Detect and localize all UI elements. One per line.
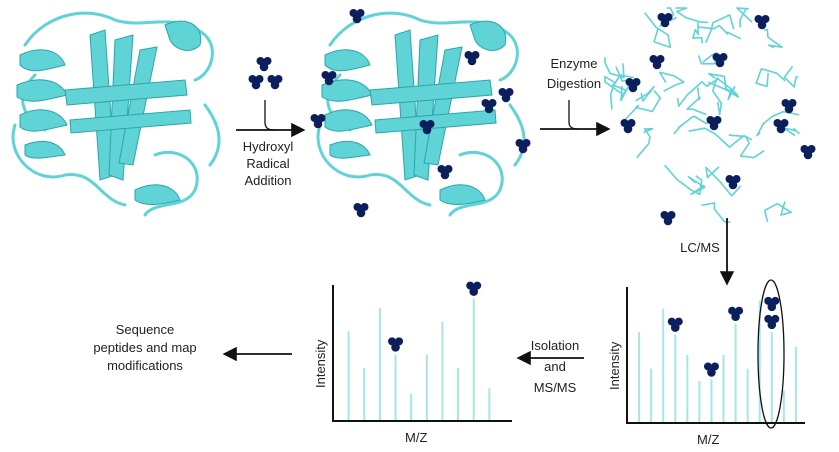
peptide-fragment — [707, 81, 739, 101]
peptide-fragment — [676, 77, 720, 107]
peptide-fragment — [705, 166, 742, 197]
label-peptides-map: peptides and map — [93, 340, 196, 355]
peptide-fragment — [705, 14, 735, 44]
peptide-modification-sites — [620, 13, 816, 226]
peptide-fragment — [736, 7, 753, 28]
label-radical: Radical — [246, 156, 289, 171]
peptide-fragment — [643, 12, 672, 49]
native-protein-structure — [11, 11, 221, 217]
spectrum-msms — [347, 281, 491, 421]
peptide-fragment — [675, 7, 709, 24]
peptide-fragment — [692, 22, 703, 44]
peptide-fragment — [659, 71, 685, 92]
peptide-fragment — [687, 176, 706, 196]
digested-peptides — [604, 7, 801, 223]
label-msms: MS/MS — [534, 380, 577, 395]
peptide-fragment — [636, 127, 654, 159]
peptide-fragment — [756, 110, 800, 137]
peptide-fragment — [728, 134, 765, 159]
modified-peak-marker — [728, 306, 744, 322]
peptide-fragment — [712, 77, 732, 116]
peptide-fragment — [763, 28, 783, 49]
selected-peak-ellipse — [757, 279, 785, 429]
left-xlabel: M/Z — [405, 430, 427, 445]
peptide-fragment — [686, 87, 707, 116]
peptide-fragment — [611, 74, 635, 98]
label-sequence: Sequence — [116, 322, 175, 337]
peptide-fragment — [635, 85, 655, 102]
label-digestion: Digestion — [547, 76, 601, 91]
modified-peak-marker — [466, 281, 482, 296]
peptide-fragment — [604, 57, 625, 79]
modified-peak-marker — [388, 337, 404, 352]
label-isolation: Isolation — [531, 338, 579, 353]
peptide-fragment — [673, 115, 709, 135]
peptide-fragment — [755, 68, 786, 88]
left-ylabel: Intensity — [313, 339, 328, 388]
peptide-fragment — [783, 65, 799, 88]
spectrum-lcms — [638, 296, 797, 423]
radical-input-line — [264, 100, 276, 131]
peptide-fragment — [604, 75, 622, 110]
labeled-protein-structure — [316, 11, 526, 217]
label-addition: Addition — [245, 173, 292, 188]
right-xlabel: M/Z — [697, 432, 719, 447]
peptide-fragment — [623, 90, 662, 121]
peptide-fragment — [697, 24, 742, 40]
peptide-fragment — [701, 202, 731, 223]
peptide-fragment — [688, 127, 753, 148]
modified-peak-marker — [703, 362, 719, 377]
hydroxyl-radicals-icon — [248, 57, 283, 90]
label-enzyme: Enzyme — [551, 56, 598, 71]
modified-peak-marker — [667, 317, 683, 332]
right-ylabel: Intensity — [607, 341, 622, 390]
label-and: and — [544, 359, 566, 374]
modified-peak-marker — [764, 314, 780, 330]
label-lcms: LC/MS — [680, 240, 720, 255]
peptide-fragment — [782, 126, 801, 137]
peptide-fragment — [763, 201, 792, 223]
peptide-fragment — [708, 72, 740, 98]
label-hydroxyl: Hydroxyl — [243, 139, 294, 154]
enzyme-input-line — [568, 100, 579, 130]
label-modifications: modifications — [107, 358, 183, 373]
modified-peak-marker — [764, 296, 780, 312]
